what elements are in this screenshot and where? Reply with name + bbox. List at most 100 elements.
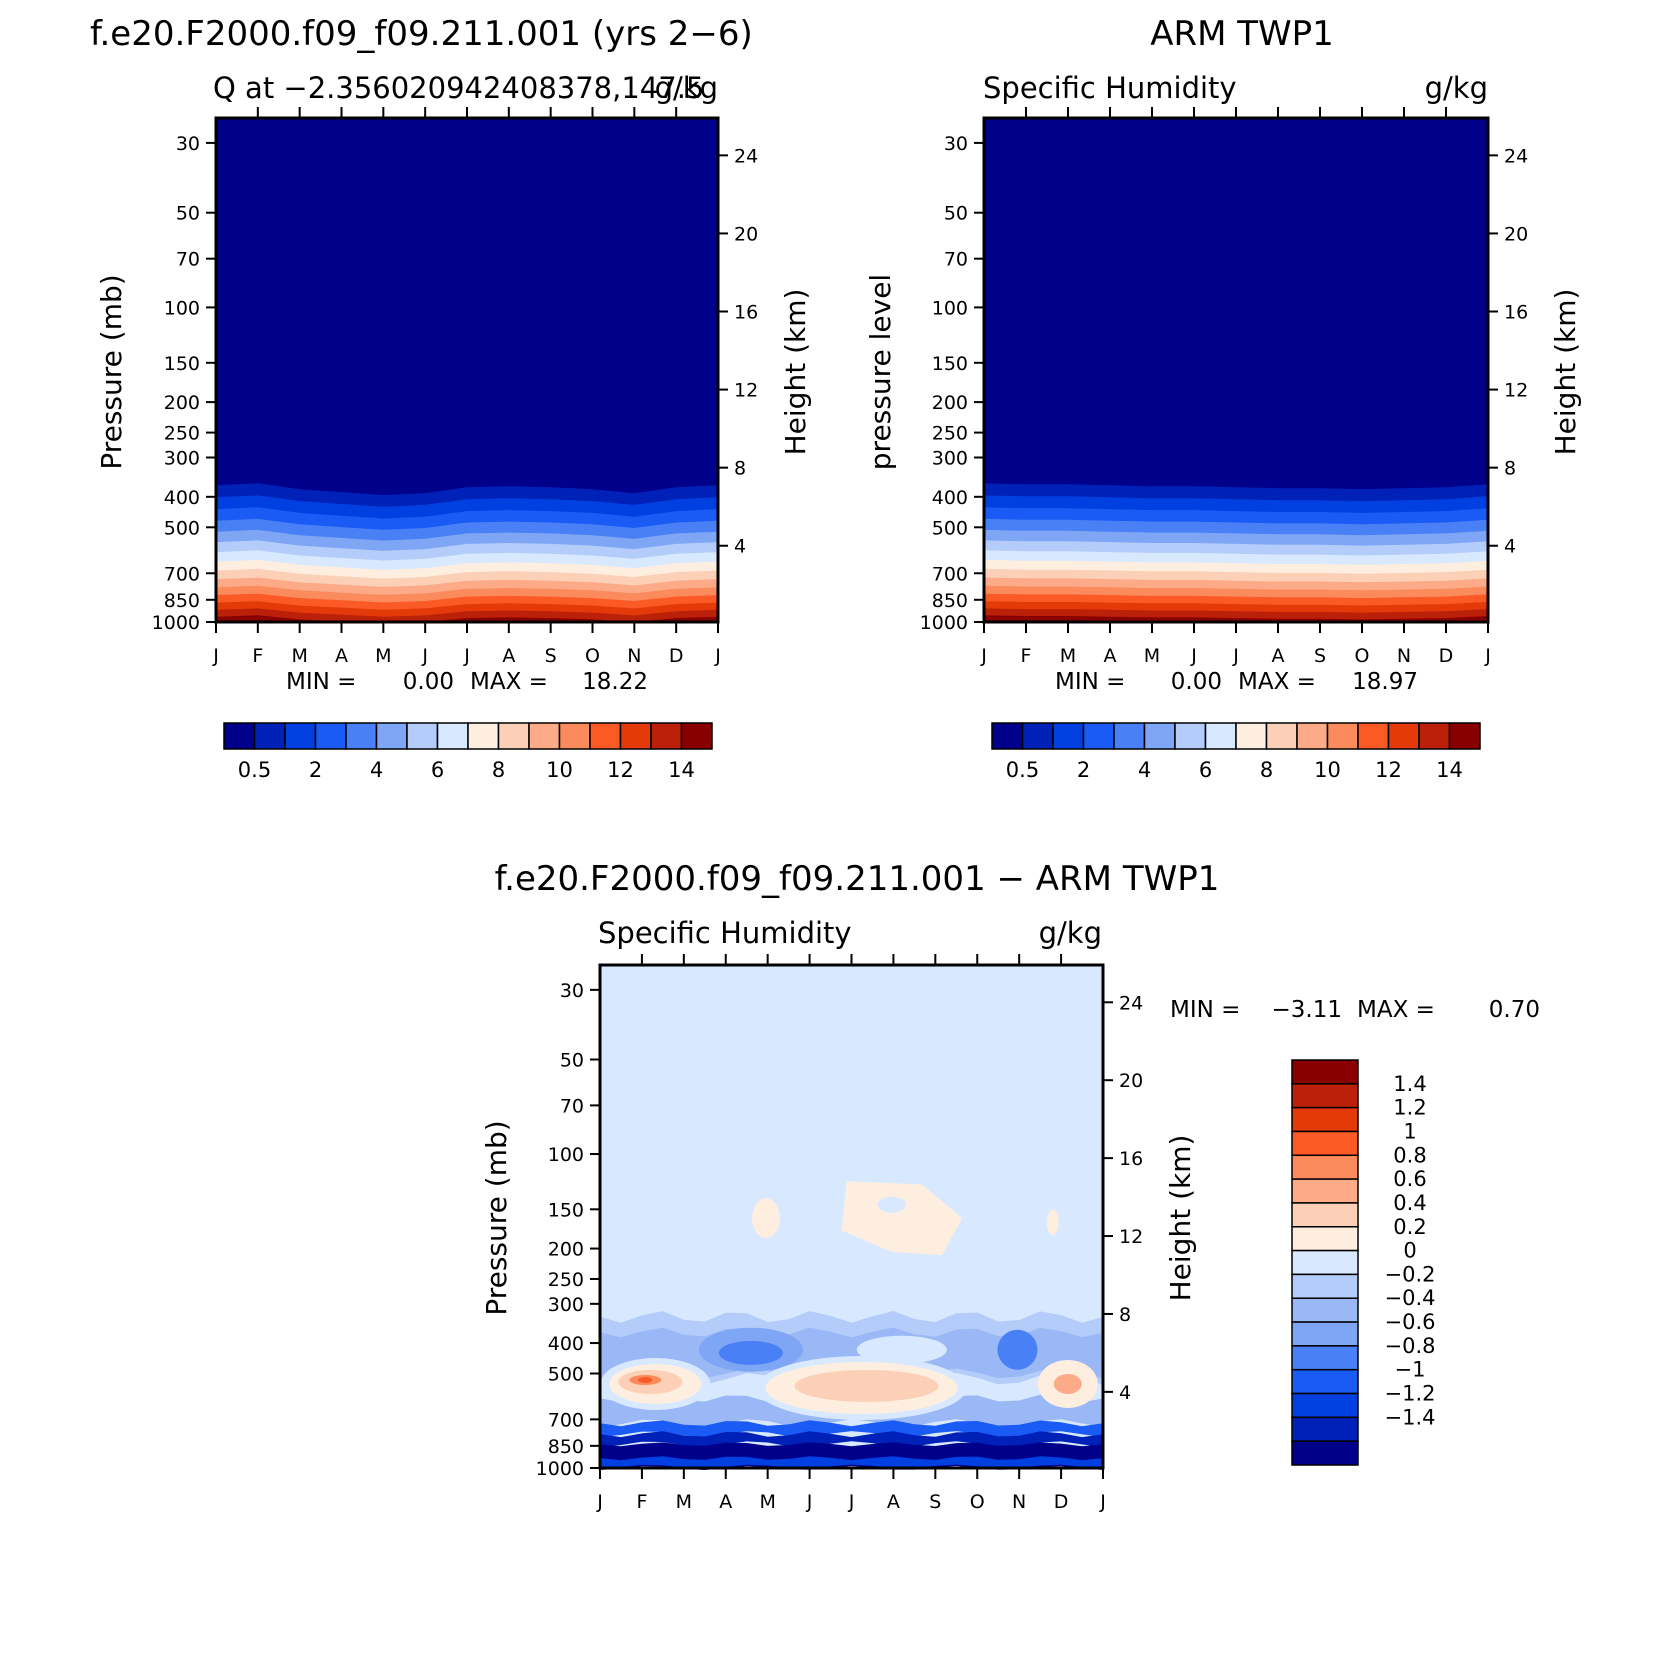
- panel-obs-contour-band: [984, 615, 1488, 622]
- panel-obs-colorbar-box: [1204, 722, 1237, 750]
- panel-obs-y-tick-label: 850: [932, 590, 968, 612]
- panel-model-colorbar-box: [558, 722, 591, 750]
- panel-model-x-tick-label: J: [463, 645, 470, 667]
- panel-model-colorbar-label: 12: [607, 758, 634, 782]
- panel-obs-colorbar-box: [991, 722, 1024, 750]
- panel-diff-y-tick-label: 850: [548, 1436, 584, 1458]
- panel-model-colorbar-box: [528, 722, 561, 750]
- panel-diff-y-tick-label: 400: [548, 1333, 584, 1355]
- panel-obs-title: ARM TWP1: [1150, 14, 1334, 54]
- panel-obs-colorbar-label: 0.5: [1006, 758, 1039, 782]
- panel-diff-y-tick-label: 100: [548, 1144, 584, 1166]
- panel-diff-colorbar-label: 0.8: [1393, 1143, 1426, 1167]
- panel-obs-height-tick-label: 16: [1504, 302, 1528, 324]
- panel-model-y-tick-label: 100: [164, 297, 200, 319]
- panel-diff-x-tick-label: M: [759, 1491, 775, 1513]
- panel-obs-x-tick-label: J: [1190, 645, 1197, 667]
- panel-diff-colorbar-label: 0.4: [1393, 1191, 1426, 1215]
- panel-diff-y-tick-label: 150: [548, 1199, 584, 1221]
- panel-obs-y-tick-label: 400: [932, 487, 968, 509]
- panel-model-max-value: 18.22: [582, 669, 648, 695]
- panel-diff-colorbar-box: [1291, 1321, 1359, 1347]
- panel-diff-height-tick-label: 16: [1119, 1148, 1143, 1170]
- panel-obs-left-subtitle: Specific Humidity: [983, 71, 1237, 105]
- panel-diff-max-label: MAX =: [1357, 997, 1435, 1023]
- panel-diff-x-tick-label: J: [1099, 1491, 1106, 1513]
- panel-obs-height-tick-label: 24: [1504, 145, 1528, 167]
- panel-model-ylabel: Pressure (mb): [95, 274, 128, 469]
- panel-diff-right-subtitle: g/kg: [1039, 916, 1102, 950]
- panel-obs-x-tick-label: F: [1021, 645, 1032, 667]
- panel-diff-max-value: 0.70: [1489, 997, 1540, 1023]
- panel-model-x-tick-label: A: [335, 645, 348, 667]
- panel-diff-x-tick-label: A: [719, 1491, 732, 1513]
- panel-model-contour-band: [216, 608, 718, 622]
- panel-diff-x-tick-label: F: [636, 1491, 647, 1513]
- panel-diff-right-ylabel: Height (km): [1164, 1135, 1197, 1302]
- panel-obs-x-tick-label: J: [1484, 645, 1491, 667]
- panel-obs-colorbar-box: [1265, 722, 1298, 750]
- panel-diff-colorbar-box: [1291, 1154, 1359, 1180]
- panel-diff-x-tick-label: A: [887, 1491, 900, 1513]
- panel-diff-y-tick-label: 500: [548, 1363, 584, 1385]
- panel-obs-height-tick-label: 4: [1504, 536, 1516, 558]
- panel-obs-colorbar-box: [1448, 722, 1481, 750]
- panel-obs-colorbar-box: [1052, 722, 1085, 750]
- panel-model-colorbar-box: [375, 722, 408, 750]
- panel-obs-colorbar-label: 8: [1260, 758, 1273, 782]
- panel-diff-colorbar-label: 1.2: [1393, 1096, 1426, 1120]
- panel-diff-colorbar-box: [1291, 1416, 1359, 1442]
- panel-obs-x-tick-label: J: [1232, 645, 1239, 667]
- panel-diff-colorbar-label: −0.2: [1385, 1262, 1436, 1286]
- panel-diff-x-tick-label: J: [806, 1491, 813, 1513]
- panel-diff-colorbar-label: 0.2: [1393, 1215, 1426, 1239]
- panel-obs-colorbar-box: [1082, 722, 1115, 750]
- panel-obs-y-tick-label: 100: [932, 297, 968, 319]
- panel-diff-y-tick-label: 300: [548, 1294, 584, 1316]
- panel-model-y-tick-label: 150: [164, 353, 200, 375]
- panel-obs-colorbar-box: [1143, 722, 1176, 750]
- panel-diff-x-tick-label: M: [676, 1491, 692, 1513]
- panel-model-x-tick-label: O: [585, 645, 600, 667]
- panel-diff-min-value: −3.11: [1272, 997, 1342, 1023]
- panel-model-x-tick-label: A: [502, 645, 515, 667]
- panel-obs-field: [984, 118, 1488, 622]
- panel-model-min-value: 0.00: [403, 669, 454, 695]
- panel-diff-x-tick-label: J: [848, 1491, 855, 1513]
- panel-diff-height-tick-label: 8: [1119, 1304, 1131, 1326]
- panel-diff-left-subtitle: Specific Humidity: [598, 916, 852, 950]
- panel-model-y-tick-label: 30: [176, 133, 200, 155]
- panel-obs-x-tick-label: A: [1104, 645, 1117, 667]
- panel-model-colorbar-box: [619, 722, 652, 750]
- panel-diff-colorbar-box: [1291, 1083, 1359, 1109]
- panel-diff-pos-blob: [794, 1369, 939, 1402]
- panel-model-colorbar-label: 14: [668, 758, 695, 782]
- panel-diff-ylabel: Pressure (mb): [480, 1120, 513, 1315]
- panel-diff-colorbar-box: [1291, 1440, 1359, 1466]
- panel-model-colorbar-box: [314, 722, 347, 750]
- panel-model-right-subtitle: g/kg: [655, 71, 718, 105]
- panel-model-colorbar-label: 2: [309, 758, 322, 782]
- panel-obs-colorbar-box: [1235, 722, 1268, 750]
- panel-diff-height-tick-label: 12: [1119, 1226, 1143, 1248]
- panel-model-y-tick-label: 300: [164, 448, 200, 470]
- panel-diff-colorbar-box: [1291, 1273, 1359, 1299]
- panel-obs-colorbar-box: [1174, 722, 1207, 750]
- panel-diff-colorbar-box: [1291, 1202, 1359, 1228]
- panel-obs-colorbar-box: [1326, 722, 1359, 750]
- panel-model-left-subtitle: Q at −2.356020942408378,147.5: [213, 71, 704, 105]
- panel-obs-y-tick-label: 250: [932, 423, 968, 445]
- panel-diff-pos-blob: [1046, 1209, 1059, 1236]
- panel-model-x-tick-label: F: [252, 645, 263, 667]
- panel-diff-colorbar-label: −0.4: [1385, 1286, 1436, 1310]
- panel-obs-y-tick-label: 500: [932, 517, 968, 539]
- panel-model-colorbar-box: [406, 722, 439, 750]
- panel-model-colorbar-box: [589, 722, 622, 750]
- panel-diff-y-tick-label: 70: [560, 1095, 584, 1117]
- panel-obs-x-tick-label: D: [1439, 645, 1454, 667]
- panel-obs-colorbar-label: 4: [1138, 758, 1151, 782]
- panel-diff-neg-blob: [997, 1329, 1038, 1370]
- panel-model-field: [216, 118, 718, 624]
